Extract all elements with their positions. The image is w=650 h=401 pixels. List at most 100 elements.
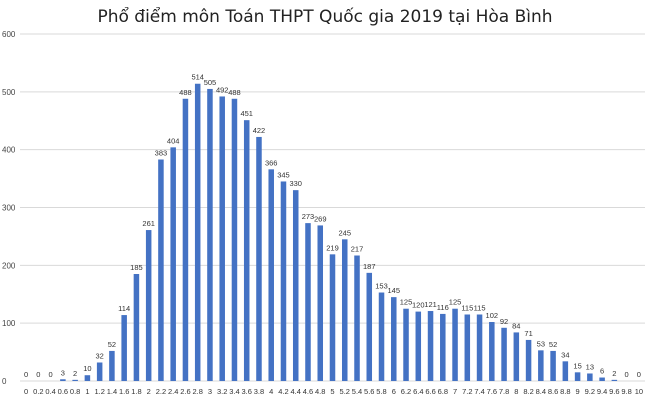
data-label: 114 xyxy=(118,304,130,313)
bar xyxy=(440,313,446,381)
bar xyxy=(476,314,483,381)
bars xyxy=(60,83,618,382)
data-label: 185 xyxy=(130,263,143,272)
bar xyxy=(72,379,78,381)
data-label: 115 xyxy=(474,303,486,312)
bar xyxy=(145,230,152,381)
data-label: 121 xyxy=(424,300,437,309)
bar xyxy=(158,159,164,381)
data-label: 187 xyxy=(363,262,376,271)
bar xyxy=(464,314,471,381)
data-label: 330 xyxy=(289,179,302,188)
bar xyxy=(611,379,618,381)
data-label: 53 xyxy=(537,339,545,348)
data-label: 217 xyxy=(351,245,364,254)
bar xyxy=(513,332,520,381)
x-tick-label: 5.4 xyxy=(352,387,362,396)
x-tick-label: 5.2 xyxy=(340,387,350,396)
x-tick-label: 0.2 xyxy=(33,387,43,396)
bar xyxy=(391,297,397,381)
bar xyxy=(182,98,189,382)
data-label: 15 xyxy=(573,361,581,370)
y-tick-label: 600 xyxy=(2,30,16,39)
data-label: 0 xyxy=(36,370,40,379)
x-tick-label: 6.4 xyxy=(413,387,423,396)
data-label: 52 xyxy=(108,340,116,349)
bar xyxy=(562,361,569,381)
data-label: 492 xyxy=(216,85,229,94)
x-tick-label: 8.2 xyxy=(523,387,533,396)
bar xyxy=(550,350,556,381)
x-tick-label: 10 xyxy=(635,387,643,396)
data-label: 488 xyxy=(228,88,241,97)
bar xyxy=(280,181,287,381)
x-tick-label: 4.6 xyxy=(303,387,313,396)
data-label: 2 xyxy=(73,369,77,378)
data-label: 84 xyxy=(512,321,520,330)
x-tick-label: 8.4 xyxy=(536,387,546,396)
bar xyxy=(538,350,544,381)
x-tick-label: 3.8 xyxy=(254,387,264,396)
data-label: 10 xyxy=(83,364,91,373)
x-tick-label: 7.2 xyxy=(462,387,472,396)
x-tick-label: 2.2 xyxy=(156,387,166,396)
bar xyxy=(194,83,201,381)
bar xyxy=(219,96,225,382)
data-label: 366 xyxy=(265,158,278,167)
data-label: 0 xyxy=(637,370,641,379)
bar xyxy=(587,373,593,381)
x-tick-label: 7.6 xyxy=(487,387,497,396)
x-tick-label: 7 xyxy=(453,387,457,396)
data-label: 422 xyxy=(253,126,266,135)
x-tick-label: 2.6 xyxy=(180,387,190,396)
data-label: 115 xyxy=(461,303,473,312)
x-tick-label: 4 xyxy=(269,387,273,396)
data-label: 451 xyxy=(240,109,253,118)
data-label: 404 xyxy=(167,136,180,145)
bar xyxy=(427,311,434,381)
data-label: 505 xyxy=(204,78,217,87)
x-tick-label: 3.2 xyxy=(217,387,227,396)
x-tick-label: 0.8 xyxy=(70,387,80,396)
x-tick-label: 5.8 xyxy=(376,387,386,396)
bar xyxy=(243,120,250,382)
data-label: 120 xyxy=(412,301,425,310)
x-tick-label: 9.2 xyxy=(585,387,595,396)
x-tick-label: 6.6 xyxy=(425,387,435,396)
data-label: 52 xyxy=(549,340,557,349)
bar xyxy=(305,223,311,381)
bar xyxy=(96,362,103,381)
bar xyxy=(60,379,66,381)
bar xyxy=(366,272,373,381)
data-label: 125 xyxy=(449,298,462,307)
y-tick-label: 300 xyxy=(2,204,16,213)
bar xyxy=(268,169,274,381)
bar xyxy=(121,315,127,381)
bar xyxy=(170,147,176,381)
x-tick-label: 1.4 xyxy=(107,387,117,396)
bar xyxy=(403,308,409,381)
data-label: 2 xyxy=(612,369,616,378)
x-tick-label: 9.6 xyxy=(609,387,619,396)
bar xyxy=(501,327,507,381)
y-axis-ticks: 0 100 200 300 400 500 600 xyxy=(2,30,16,386)
x-tick-label: 2 xyxy=(147,387,151,396)
x-tick-label: 6 xyxy=(392,387,396,396)
data-label: 0 xyxy=(49,370,53,379)
x-tick-label: 3 xyxy=(208,387,212,396)
x-tick-label: 8.8 xyxy=(560,387,570,396)
x-tick-label: 3.6 xyxy=(241,387,251,396)
chart-title: Phổ điểm môn Toán THPT Quốc gia 2019 tại… xyxy=(97,6,552,27)
x-tick-label: 9 xyxy=(576,387,580,396)
data-label: 145 xyxy=(388,286,401,295)
data-label: 32 xyxy=(95,351,103,360)
x-tick-label: 4.8 xyxy=(315,387,325,396)
bar xyxy=(207,88,213,382)
x-tick-label: 4.2 xyxy=(278,387,288,396)
x-tick-label: 9.4 xyxy=(597,387,607,396)
data-label: 261 xyxy=(142,219,155,228)
bar xyxy=(378,292,385,381)
bar xyxy=(341,239,348,381)
